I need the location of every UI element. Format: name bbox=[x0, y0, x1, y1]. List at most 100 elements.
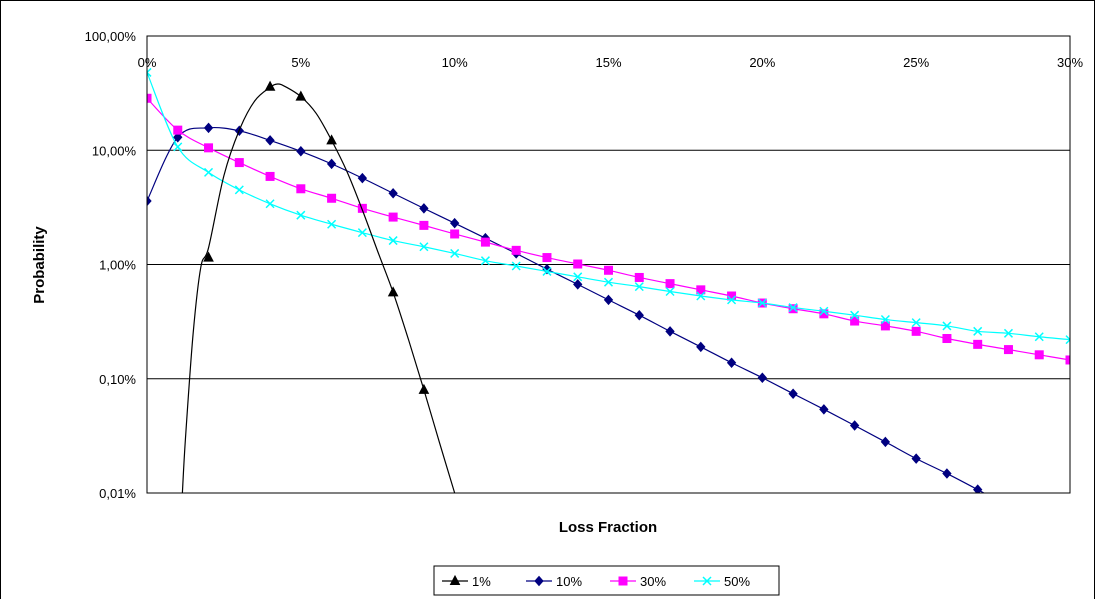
series-marker bbox=[1034, 332, 1044, 342]
series-marker bbox=[450, 229, 460, 239]
series-marker bbox=[603, 277, 614, 287]
series-marker bbox=[880, 321, 890, 331]
series-marker bbox=[327, 193, 337, 203]
series-marker bbox=[973, 339, 983, 349]
series-marker bbox=[942, 334, 952, 344]
series-marker bbox=[696, 285, 706, 295]
series-marker bbox=[727, 295, 737, 305]
x-tick-label: 10% bbox=[442, 55, 468, 70]
series-marker bbox=[147, 93, 152, 103]
series-marker bbox=[618, 576, 628, 586]
series-marker bbox=[296, 145, 306, 157]
series-marker bbox=[634, 272, 644, 282]
series-marker bbox=[973, 326, 983, 336]
y-tick-label: 0,10% bbox=[99, 372, 136, 387]
series-marker bbox=[757, 298, 767, 308]
series-marker bbox=[942, 321, 952, 331]
series-marker bbox=[326, 134, 337, 145]
series-marker bbox=[942, 468, 952, 479]
series-marker bbox=[173, 125, 183, 135]
series-marker bbox=[480, 237, 490, 247]
series-marker bbox=[419, 242, 429, 252]
series-marker bbox=[603, 294, 614, 306]
series-marker bbox=[634, 282, 644, 292]
legend-item: 10% bbox=[526, 574, 582, 589]
x-tick-label: 15% bbox=[595, 55, 621, 70]
series-marker bbox=[388, 212, 398, 222]
series-marker bbox=[726, 357, 737, 369]
series-1pct bbox=[181, 80, 456, 493]
series-marker bbox=[911, 453, 921, 464]
legend: 1% 10% 30% 50% bbox=[433, 565, 780, 596]
series-marker bbox=[788, 304, 798, 314]
x-tick-label: 5% bbox=[291, 55, 310, 70]
series-marker bbox=[326, 158, 337, 170]
series-marker bbox=[1003, 328, 1014, 338]
series-marker bbox=[819, 309, 829, 319]
legend-label: 1% bbox=[472, 574, 491, 589]
x-tick-label: 25% bbox=[903, 55, 929, 70]
legend-item: 1% bbox=[442, 574, 491, 589]
series-marker bbox=[296, 184, 306, 194]
series-marker bbox=[911, 318, 921, 328]
series-marker bbox=[357, 228, 367, 238]
series-marker bbox=[357, 172, 368, 184]
series-marker bbox=[819, 404, 829, 415]
series-marker bbox=[542, 253, 552, 263]
legend-label: 30% bbox=[640, 574, 666, 589]
series-marker bbox=[880, 314, 890, 325]
legend-box bbox=[433, 565, 780, 596]
series-marker bbox=[388, 236, 398, 246]
series-marker bbox=[234, 158, 244, 168]
series-marker bbox=[203, 251, 214, 262]
series-marker bbox=[850, 310, 860, 320]
legend-items: 1% 10% 30% 50% bbox=[442, 574, 750, 589]
y-tick-label: 0,01% bbox=[99, 486, 136, 501]
series-marker bbox=[511, 245, 521, 255]
series-10pct bbox=[147, 122, 986, 493]
series-marker bbox=[449, 574, 461, 585]
series-marker bbox=[973, 484, 983, 493]
series-marker bbox=[665, 279, 675, 289]
series-30pct bbox=[147, 93, 1070, 365]
series-marker bbox=[534, 575, 544, 587]
series-marker bbox=[665, 286, 675, 297]
series-marker bbox=[880, 436, 891, 448]
series-marker bbox=[1003, 345, 1013, 355]
series-marker bbox=[819, 306, 829, 316]
series-marker bbox=[387, 286, 399, 297]
series-marker bbox=[911, 326, 921, 336]
series-marker bbox=[295, 90, 307, 101]
series-marker bbox=[573, 259, 583, 269]
y-tick-label: 100,00% bbox=[85, 29, 137, 44]
series-marker bbox=[511, 261, 521, 271]
series-marker bbox=[542, 266, 552, 276]
y-axis-title: Probability bbox=[31, 226, 48, 304]
series-marker bbox=[204, 167, 214, 177]
series-marker bbox=[203, 122, 214, 134]
series-marker bbox=[850, 316, 860, 326]
series-marker bbox=[147, 67, 152, 77]
plot-area bbox=[146, 35, 1071, 494]
y-tick-label: 1,00% bbox=[99, 258, 136, 273]
series-line bbox=[181, 83, 456, 493]
series-marker bbox=[418, 383, 430, 394]
series-marker bbox=[419, 203, 429, 214]
series-marker bbox=[173, 131, 183, 143]
series-marker bbox=[419, 220, 429, 230]
legend-item: 30% bbox=[610, 574, 666, 589]
series-marker bbox=[757, 372, 768, 384]
series-marker bbox=[265, 135, 275, 146]
series-marker bbox=[327, 219, 337, 229]
series-layer bbox=[147, 67, 1070, 493]
series-marker bbox=[450, 248, 460, 258]
series-marker bbox=[788, 303, 798, 313]
series-marker bbox=[449, 217, 460, 229]
series-marker bbox=[204, 143, 214, 153]
series-marker bbox=[788, 388, 798, 399]
series-marker bbox=[573, 279, 583, 290]
series-marker bbox=[702, 576, 712, 586]
series-marker bbox=[1034, 350, 1044, 360]
series-marker bbox=[173, 142, 183, 152]
